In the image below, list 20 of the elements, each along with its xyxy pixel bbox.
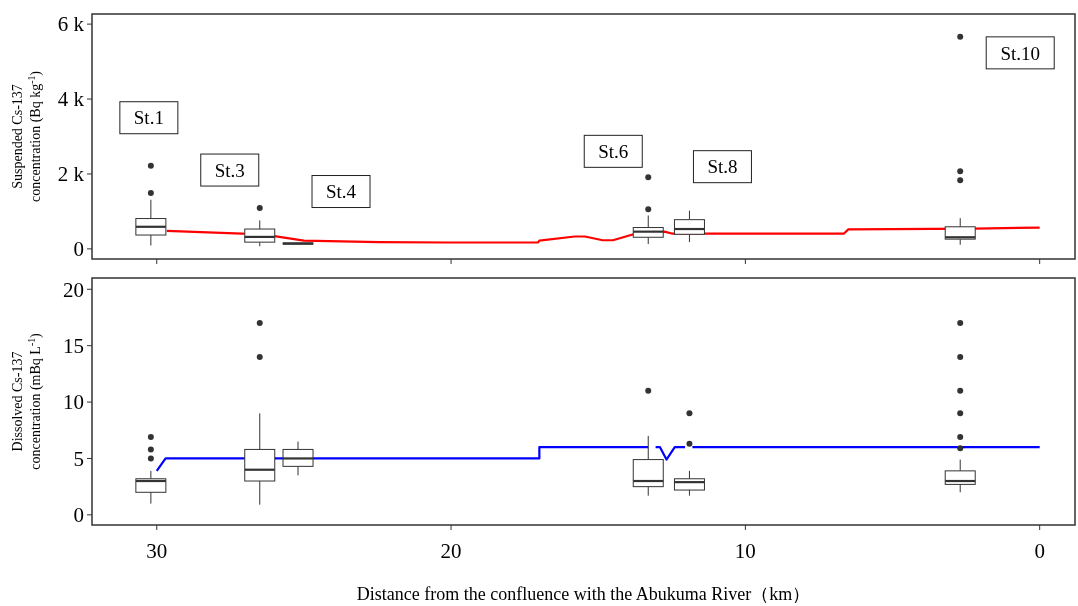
y-tick-label: 20 — [63, 277, 84, 302]
x-tick-label: 0 — [1034, 539, 1045, 563]
x-tick-label: 30 — [146, 539, 168, 563]
annotation: St.4 — [325, 181, 357, 203]
y-tick-label: 5 — [73, 446, 84, 471]
y-tick-label: 0 — [73, 237, 84, 262]
annotation: St.3 — [214, 159, 245, 181]
annotation: St.10 — [1000, 42, 1041, 64]
y-tick-label: 6 k — [57, 12, 85, 37]
y-tick-label: 2 k — [57, 162, 85, 187]
y-tick-label: 15 — [63, 334, 84, 359]
y-tick-label: 4 k — [57, 87, 85, 112]
x-tick-label: 10 — [734, 539, 756, 563]
annotation: St.8 — [707, 156, 738, 178]
annotation: St.6 — [598, 140, 629, 162]
y-tick-label: 10 — [63, 390, 84, 415]
y-tick-label: 0 — [73, 503, 84, 528]
annotation: St.1 — [133, 107, 164, 129]
x-tick-label: 20 — [440, 539, 462, 563]
x-axis-title: Distance from the confluence with the Abukuma River（km） — [356, 584, 811, 604]
